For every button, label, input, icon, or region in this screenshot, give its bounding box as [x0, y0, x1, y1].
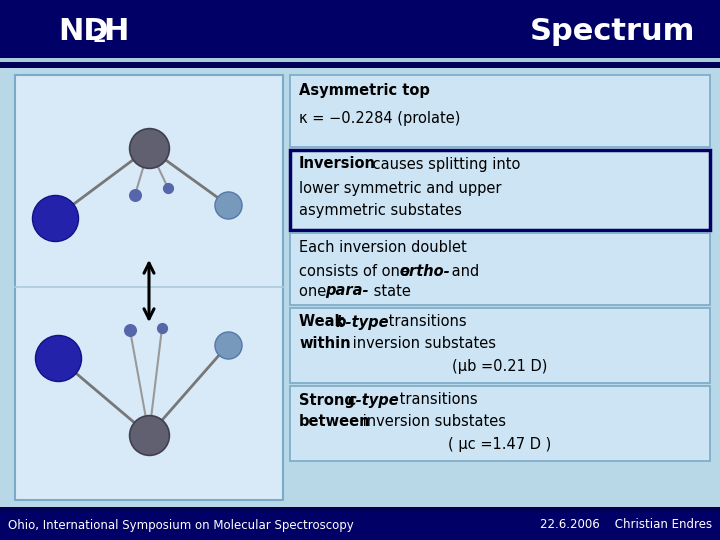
- Point: [49, 214, 60, 222]
- Text: state: state: [369, 284, 411, 299]
- Bar: [0, 58, 720, 62]
- Text: 2: 2: [93, 28, 107, 46]
- Point: [222, 201, 234, 210]
- Point: [222, 341, 234, 349]
- Text: consists of one: consists of one: [299, 264, 413, 279]
- Text: (μb =0.21 D): (μb =0.21 D): [452, 359, 548, 374]
- Bar: [15, 75, 283, 500]
- Text: Weak: Weak: [299, 314, 349, 329]
- Text: within: within: [299, 336, 351, 352]
- Point: [143, 431, 155, 440]
- Text: Asymmetric top: Asymmetric top: [299, 84, 430, 98]
- Text: between: between: [299, 415, 371, 429]
- Text: causes splitting into: causes splitting into: [368, 157, 521, 172]
- Text: 22.6.2006    Christian Endres: 22.6.2006 Christian Endres: [540, 518, 712, 531]
- Point: [162, 184, 174, 192]
- Point: [53, 354, 64, 362]
- Bar: [0, 68, 720, 72]
- Text: para-: para-: [325, 284, 369, 299]
- Point: [143, 144, 155, 152]
- Text: inversion substates: inversion substates: [358, 415, 506, 429]
- Text: ( μc =1.47 D ): ( μc =1.47 D ): [449, 436, 552, 451]
- Text: lower symmetric and upper: lower symmetric and upper: [299, 180, 502, 195]
- Text: transitions: transitions: [384, 314, 467, 329]
- Text: c-type: c-type: [347, 393, 399, 408]
- Point: [130, 191, 141, 199]
- Text: asymmetric substates: asymmetric substates: [299, 202, 462, 218]
- Bar: [0, 62, 720, 68]
- Text: Strong: Strong: [299, 393, 360, 408]
- Bar: [290, 233, 710, 305]
- Text: Spectrum: Spectrum: [530, 17, 695, 45]
- Text: b-type: b-type: [336, 314, 390, 329]
- Bar: [290, 150, 710, 230]
- Text: Each inversion doublet: Each inversion doublet: [299, 240, 467, 254]
- Point: [125, 326, 136, 334]
- Bar: [290, 386, 710, 461]
- Text: and: and: [447, 264, 480, 279]
- Text: inversion substates: inversion substates: [348, 336, 496, 352]
- Text: Inversion: Inversion: [299, 157, 376, 172]
- Bar: [290, 75, 710, 147]
- Text: H: H: [103, 17, 128, 45]
- Text: one: one: [299, 284, 331, 299]
- Bar: [0, 507, 720, 511]
- Text: κ = −0.2284 (prolate): κ = −0.2284 (prolate): [299, 111, 460, 126]
- Bar: [290, 308, 710, 383]
- Text: Ohio, International Symposium on Molecular Spectroscopy: Ohio, International Symposium on Molecul…: [8, 518, 354, 531]
- Point: [156, 323, 168, 332]
- Bar: [0, 0, 720, 58]
- Bar: [0, 511, 720, 540]
- Text: ortho-: ortho-: [399, 264, 450, 279]
- Text: ND: ND: [58, 17, 109, 45]
- Text: transitions: transitions: [395, 393, 477, 408]
